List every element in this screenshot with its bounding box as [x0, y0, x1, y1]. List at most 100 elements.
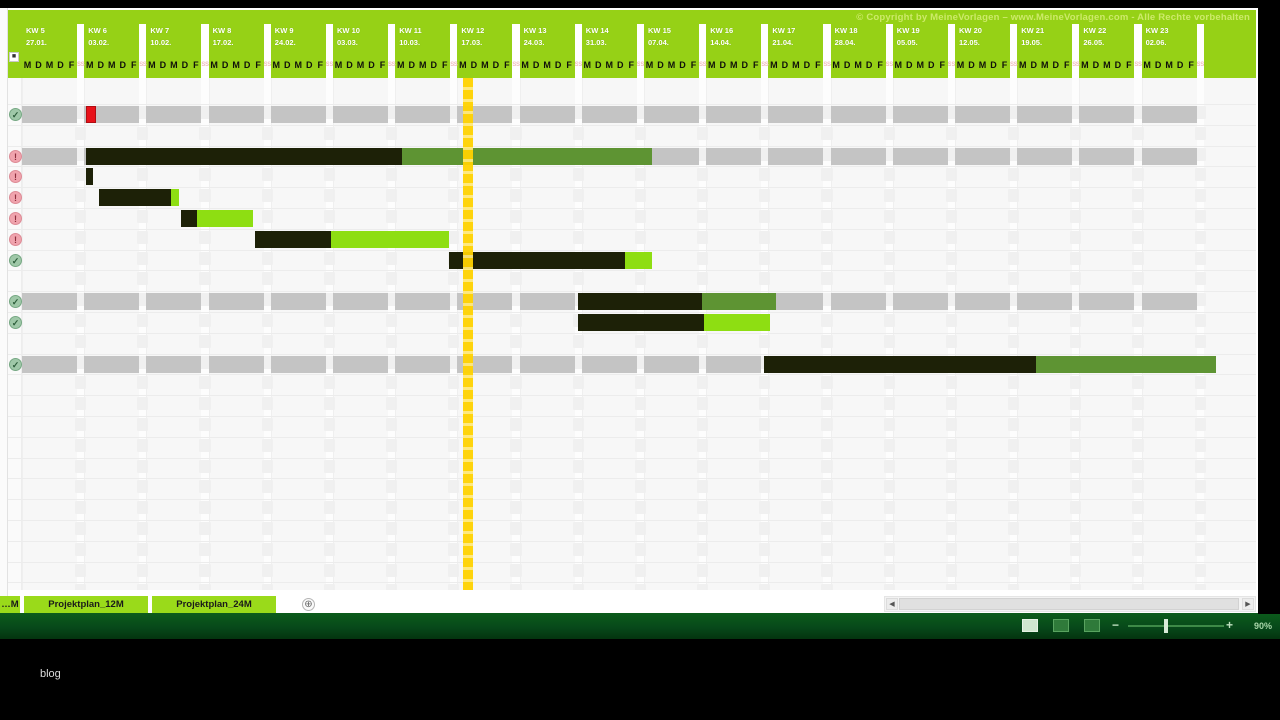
weekend-header-cell[interactable]: S: [885, 52, 890, 78]
task-bar[interactable]: [255, 230, 449, 248]
weekend-header-cell[interactable]: S: [1075, 52, 1080, 78]
weekend-header-cell[interactable]: S: [1137, 52, 1142, 78]
page-layout-view-button[interactable]: [1053, 619, 1069, 632]
weekend-header-cell[interactable]: S: [951, 52, 955, 78]
scroll-left-button[interactable]: ◀: [886, 598, 898, 610]
weekday-header-cell[interactable]: D: [617, 60, 624, 70]
weekend-header-cell[interactable]: S: [1196, 52, 1201, 78]
weekend-header-cell[interactable]: S: [578, 52, 582, 78]
weekend-header-cell[interactable]: S: [761, 52, 765, 78]
weekday-header-cell[interactable]: M: [356, 60, 365, 70]
weekend-header-cell[interactable]: S: [702, 52, 707, 78]
sheet-tab[interactable]: …M: [0, 596, 22, 613]
weekday-header-cell[interactable]: M: [978, 60, 987, 70]
weekday-header-cell[interactable]: M: [294, 60, 303, 70]
weekday-header-cell[interactable]: D: [1052, 60, 1059, 70]
weekday-header-cell[interactable]: M: [459, 60, 467, 70]
row-status-ok-icon[interactable]: ✓: [9, 357, 22, 371]
weekday-header-cell[interactable]: M: [481, 60, 489, 70]
weekday-header-cell[interactable]: D: [97, 60, 104, 70]
weekday-header-cell[interactable]: F: [1063, 60, 1070, 70]
row-status-ok-icon[interactable]: ✓: [9, 295, 22, 309]
weekend-header-cell[interactable]: S: [263, 52, 268, 78]
weekend-header-cell[interactable]: S: [574, 52, 579, 78]
weekday-header-cell[interactable]: D: [35, 60, 42, 70]
weekend-header-cell[interactable]: S: [201, 52, 205, 78]
weekday-header-cell[interactable]: F: [317, 60, 324, 70]
weekday-header-cell[interactable]: M: [792, 60, 800, 70]
task-bar[interactable]: [578, 314, 770, 331]
row-status-ok-icon[interactable]: ✓: [9, 253, 22, 267]
weekday-header-cell[interactable]: F: [193, 60, 199, 70]
task-bar[interactable]: [86, 168, 93, 186]
weekday-header-cell[interactable]: D: [1092, 60, 1100, 70]
weekday-header-cell[interactable]: M: [418, 60, 427, 70]
weekday-header-cell[interactable]: D: [968, 60, 975, 70]
weekday-header-cell[interactable]: D: [306, 60, 313, 70]
weekday-header-cell[interactable]: M: [1103, 60, 1111, 70]
weekday-header-cell[interactable]: D: [1176, 60, 1184, 70]
weekday-header-cell[interactable]: M: [23, 60, 32, 70]
row-status-warning-icon[interactable]: !: [9, 191, 22, 205]
weekend-header-cell[interactable]: S: [453, 52, 458, 78]
weekday-header-cell[interactable]: D: [243, 60, 251, 70]
weekend-header-cell[interactable]: S: [947, 52, 952, 78]
summary-bar[interactable]: [764, 355, 1216, 373]
scroll-right-button[interactable]: ▶: [1242, 598, 1254, 610]
weekday-header-cell[interactable]: M: [334, 60, 343, 70]
weekend-header-cell[interactable]: S: [450, 52, 454, 78]
task-bar[interactable]: [449, 251, 652, 269]
weekday-header-cell[interactable]: M: [1040, 60, 1049, 70]
weekday-header-cell[interactable]: M: [396, 60, 405, 70]
weekday-header-cell[interactable]: D: [906, 60, 913, 70]
task-bar[interactable]: [99, 189, 179, 207]
weekday-header-cell[interactable]: D: [1030, 60, 1037, 70]
weekday-header-cell[interactable]: M: [667, 60, 676, 70]
weekday-header-cell[interactable]: D: [781, 60, 789, 70]
weekday-header-cell[interactable]: M: [1018, 60, 1027, 70]
summary-bar[interactable]: [578, 293, 776, 311]
weekend-header-cell[interactable]: S: [1010, 52, 1014, 78]
weekday-header-cell[interactable]: M: [645, 60, 654, 70]
weekday-header-cell[interactable]: F: [566, 60, 572, 70]
weekend-header-cell[interactable]: S: [1013, 52, 1018, 78]
weekend-header-cell[interactable]: S: [1072, 52, 1076, 78]
weekday-header-cell[interactable]: M: [729, 60, 738, 70]
weekday-header-cell[interactable]: F: [752, 60, 759, 70]
row-status-warning-icon[interactable]: !: [9, 170, 22, 184]
weekend-header-cell[interactable]: S: [1134, 52, 1138, 78]
horizontal-scroll-thumb[interactable]: [899, 598, 1239, 610]
weekday-header-cell[interactable]: M: [170, 60, 178, 70]
weekday-header-cell[interactable]: D: [865, 60, 873, 70]
weekday-header-cell[interactable]: F: [1001, 60, 1008, 70]
weekday-header-cell[interactable]: M: [210, 60, 218, 70]
weekday-header-cell[interactable]: M: [894, 60, 903, 70]
weekday-header-cell[interactable]: F: [441, 60, 448, 70]
row-status-warning-icon[interactable]: !: [9, 212, 22, 225]
weekday-header-cell[interactable]: M: [770, 60, 778, 70]
page-break-view-button[interactable]: [1084, 619, 1100, 632]
weekday-header-cell[interactable]: M: [1165, 60, 1173, 70]
weekday-header-cell[interactable]: D: [843, 60, 851, 70]
weekend-header-cell[interactable]: S: [204, 52, 209, 78]
task-bar[interactable]: [181, 210, 253, 227]
weekday-header-cell[interactable]: D: [284, 60, 291, 70]
weekday-header-cell[interactable]: F: [379, 60, 386, 70]
weekday-header-cell[interactable]: M: [605, 60, 614, 70]
weekend-header-cell[interactable]: S: [325, 52, 330, 78]
weekday-header-cell[interactable]: M: [916, 60, 925, 70]
weekday-header-cell[interactable]: D: [928, 60, 935, 70]
weekday-header-cell[interactable]: D: [532, 60, 540, 70]
weekday-header-cell[interactable]: D: [346, 60, 353, 70]
weekday-header-cell[interactable]: F: [255, 60, 261, 70]
weekday-header-cell[interactable]: M: [832, 60, 840, 70]
sheet-tab[interactable]: Projektplan_24M: [152, 596, 278, 613]
weekday-header-cell[interactable]: F: [815, 60, 821, 70]
weekend-header-cell[interactable]: S: [139, 52, 143, 78]
row-status-ok-icon[interactable]: ✓: [9, 108, 22, 121]
sheet-tab-bar[interactable]: …M Projektplan_12M Projektplan_24M ⊕: [0, 596, 884, 613]
weekday-header-cell[interactable]: D: [1114, 60, 1122, 70]
summary-bar[interactable]: [86, 147, 652, 165]
horizontal-scrollbar[interactable]: ◀ ▶: [884, 596, 1256, 612]
weekend-header-cell[interactable]: S: [388, 52, 392, 78]
